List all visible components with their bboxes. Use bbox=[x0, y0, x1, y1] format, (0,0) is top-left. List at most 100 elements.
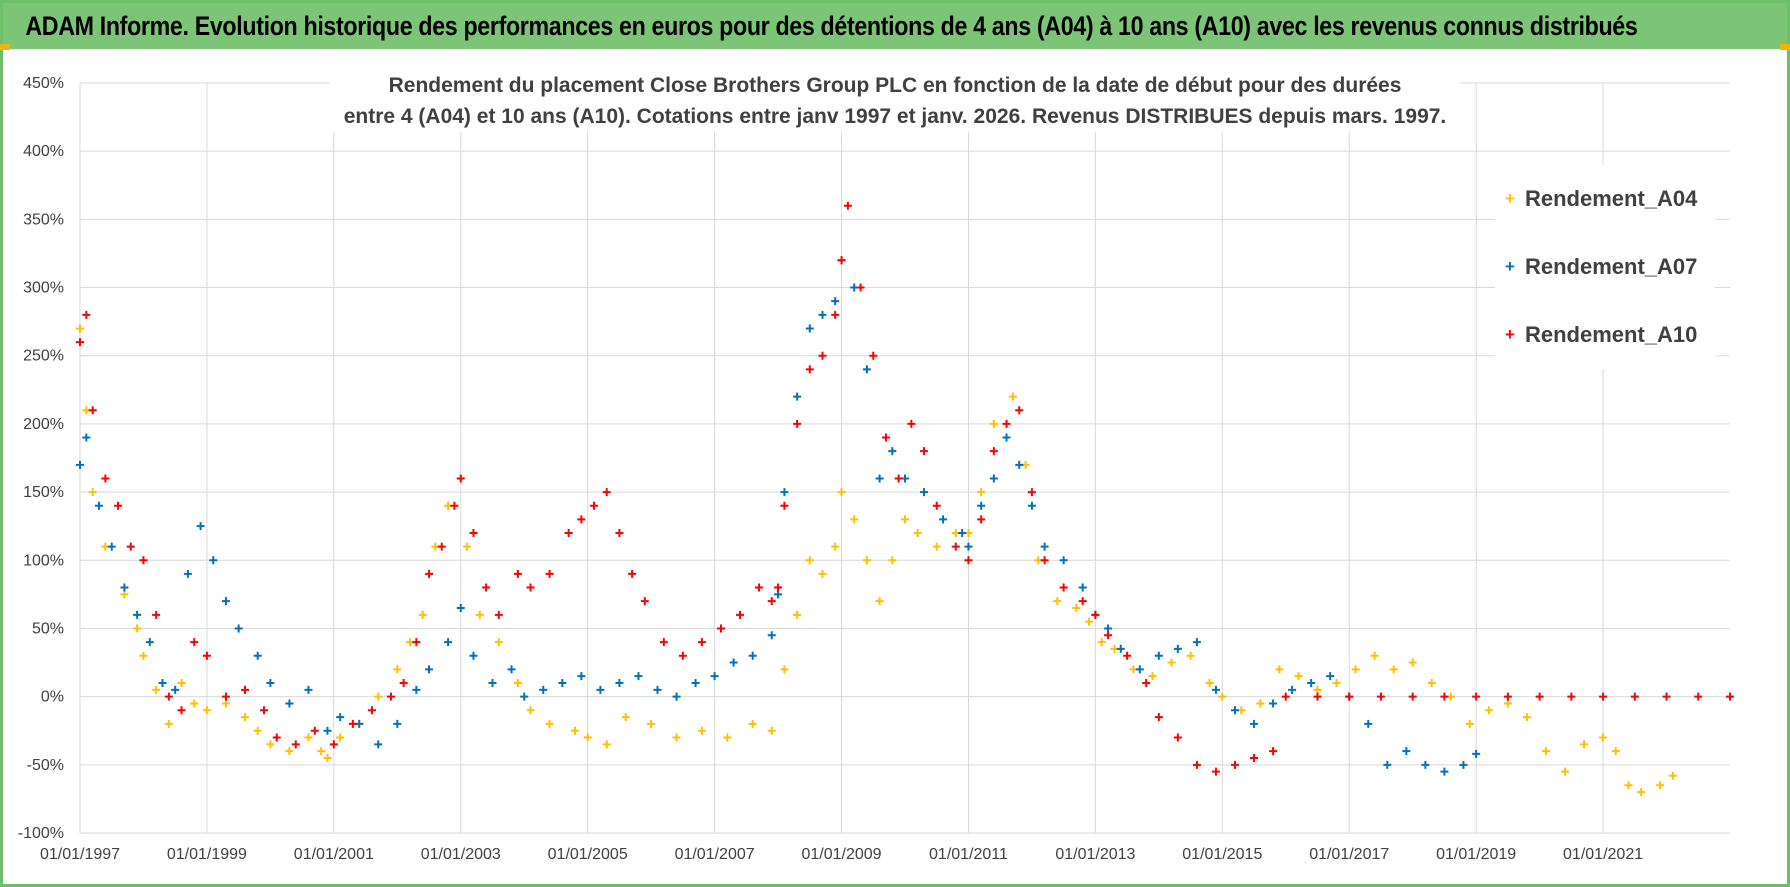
data-point-Rendement_A04 bbox=[1465, 719, 1474, 728]
data-point-Rendement_A10 bbox=[469, 529, 478, 537]
data-point-Rendement_A10 bbox=[126, 542, 135, 551]
data-point-Rendement_A04 bbox=[266, 740, 275, 749]
data-point-Rendement_A10 bbox=[177, 706, 186, 715]
data-point-Rendement_A07 bbox=[234, 624, 243, 633]
series-Rendement_A10 bbox=[76, 201, 1734, 776]
data-point-Rendement_A10 bbox=[780, 501, 789, 510]
data-point-Rendement_A10 bbox=[513, 569, 522, 578]
data-point-Rendement_A04 bbox=[526, 706, 535, 715]
data-point-Rendement_A10 bbox=[1345, 692, 1354, 701]
chart-title: Rendement du placement Close Brothers Gr… bbox=[330, 70, 1460, 132]
data-point-Rendement_A07 bbox=[133, 610, 142, 619]
data-point-Rendement_A07 bbox=[977, 501, 986, 510]
data-point-Rendement_A07 bbox=[1015, 460, 1024, 469]
data-point-Rendement_A07 bbox=[107, 542, 116, 551]
data-point-Rendement_A10 bbox=[1472, 692, 1481, 701]
data-point-Rendement_A04 bbox=[164, 719, 173, 728]
data-point-Rendement_A04 bbox=[793, 610, 802, 619]
x-tick-label: 01/01/2005 bbox=[548, 846, 628, 863]
data-point-Rendement_A07 bbox=[1027, 501, 1036, 510]
data-point-Rendement_A10 bbox=[932, 501, 941, 510]
data-point-Rendement_A10 bbox=[1059, 583, 1068, 592]
data-point-Rendement_A10 bbox=[291, 740, 300, 749]
data-point-Rendement_A07 bbox=[634, 672, 643, 681]
data-point-Rendement_A07 bbox=[1116, 644, 1125, 653]
data-point-Rendement_A07 bbox=[1326, 672, 1335, 681]
data-point-Rendement_A07 bbox=[1211, 685, 1220, 694]
data-point-Rendement_A10 bbox=[628, 569, 637, 578]
data-point-Rendement_A10 bbox=[494, 610, 503, 619]
data-point-Rendement_A04 bbox=[1611, 747, 1620, 756]
data-point-Rendement_A10 bbox=[202, 651, 211, 660]
x-tick-label: 01/01/2013 bbox=[1055, 846, 1135, 863]
x-tick-label: 01/01/2007 bbox=[675, 846, 755, 863]
legend-label-a04: Rendement_A04 bbox=[1525, 186, 1698, 211]
data-point-Rendement_A10 bbox=[437, 542, 446, 551]
data-point-Rendement_A04 bbox=[221, 699, 230, 708]
data-point-Rendement_A10 bbox=[1104, 631, 1113, 640]
data-point-Rendement_A07 bbox=[393, 719, 402, 728]
data-point-Rendement_A10 bbox=[1694, 692, 1703, 701]
data-point-Rendement_A10 bbox=[272, 733, 281, 742]
corner-mark-left bbox=[0, 44, 10, 50]
data-point-Rendement_A10 bbox=[977, 515, 986, 524]
data-point-Rendement_A07 bbox=[793, 392, 802, 401]
data-point-Rendement_A10 bbox=[1040, 556, 1049, 565]
data-point-Rendement_A07 bbox=[374, 740, 383, 749]
data-point-Rendement_A07 bbox=[818, 310, 827, 319]
data-point-Rendement_A10 bbox=[907, 419, 916, 428]
data-point-Rendement_A10 bbox=[310, 726, 319, 735]
data-point-Rendement_A04 bbox=[1370, 651, 1379, 660]
data-point-Rendement_A07 bbox=[710, 672, 719, 681]
data-point-Rendement_A04 bbox=[285, 747, 294, 756]
data-point-Rendement_A07 bbox=[95, 501, 104, 510]
data-point-Rendement_A07 bbox=[1002, 433, 1011, 442]
data-point-Rendement_A04 bbox=[336, 733, 345, 742]
data-point-Rendement_A04 bbox=[304, 733, 313, 742]
legend-marker-a10: + bbox=[1505, 325, 1515, 344]
data-point-Rendement_A10 bbox=[831, 310, 840, 319]
data-point-Rendement_A10 bbox=[1630, 692, 1639, 701]
data-point-Rendement_A10 bbox=[348, 719, 357, 728]
data-point-Rendement_A07 bbox=[1459, 760, 1468, 769]
data-point-Rendement_A07 bbox=[1307, 679, 1316, 687]
data-point-Rendement_A10 bbox=[837, 256, 846, 265]
data-point-Rendement_A07 bbox=[1135, 665, 1144, 674]
title-banner: ADAM Informe. Evolution historique des p… bbox=[3, 3, 1787, 49]
data-point-Rendement_A07 bbox=[939, 515, 948, 524]
data-point-Rendement_A04 bbox=[1205, 679, 1214, 687]
data-point-Rendement_A04 bbox=[317, 747, 326, 756]
data-point-Rendement_A07 bbox=[1383, 760, 1392, 769]
data-point-Rendement_A07 bbox=[456, 604, 465, 612]
data-point-Rendement_A07 bbox=[120, 583, 129, 592]
data-point-Rendement_A04 bbox=[513, 679, 522, 687]
data-point-Rendement_A10 bbox=[545, 569, 554, 578]
data-point-Rendement_A10 bbox=[1503, 692, 1512, 701]
data-point-Rendement_A04 bbox=[697, 726, 706, 735]
data-point-Rendement_A07 bbox=[748, 651, 757, 660]
data-point-Rendement_A10 bbox=[602, 488, 611, 497]
data-point-Rendement_A10 bbox=[76, 338, 84, 347]
data-point-Rendement_A04 bbox=[139, 651, 148, 660]
data-point-Rendement_A04 bbox=[723, 733, 732, 742]
data-point-Rendement_A10 bbox=[1662, 692, 1671, 701]
data-point-Rendement_A04 bbox=[1484, 706, 1493, 715]
data-point-Rendement_A10 bbox=[1192, 760, 1201, 769]
legend-marker-a07: + bbox=[1505, 257, 1515, 276]
data-point-Rendement_A07 bbox=[1364, 719, 1373, 728]
data-point-Rendement_A10 bbox=[1567, 692, 1576, 701]
data-point-Rendement_A04 bbox=[767, 726, 776, 735]
data-point-Rendement_A10 bbox=[1376, 692, 1385, 701]
data-point-Rendement_A10 bbox=[1078, 597, 1087, 606]
data-point-Rendement_A04 bbox=[1668, 771, 1677, 780]
data-point-Rendement_A07 bbox=[958, 529, 967, 537]
data-point-Rendement_A04 bbox=[913, 529, 922, 537]
data-point-Rendement_A04 bbox=[190, 699, 199, 708]
data-point-Rendement_A10 bbox=[456, 474, 465, 483]
data-point-Rendement_A10 bbox=[450, 501, 459, 510]
data-point-Rendement_A10 bbox=[1281, 692, 1290, 701]
data-point-Rendement_A10 bbox=[1142, 679, 1151, 687]
data-point-Rendement_A04 bbox=[780, 665, 789, 674]
